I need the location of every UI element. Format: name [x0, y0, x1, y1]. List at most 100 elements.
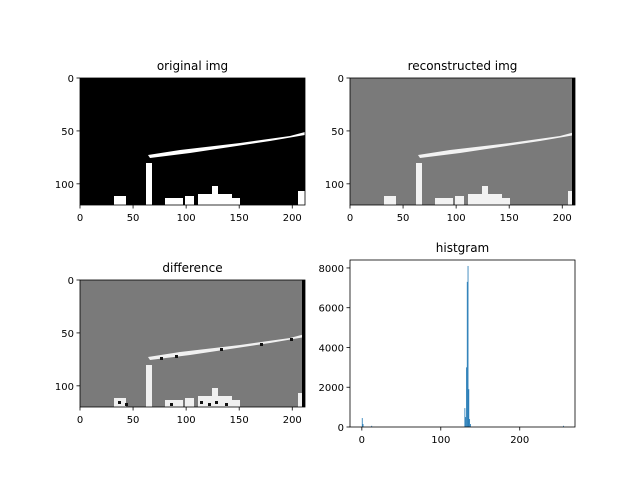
y-tick-label: 0 — [338, 423, 344, 434]
residual-speck — [118, 401, 121, 404]
x-tick-label: 200 — [283, 213, 302, 224]
y-tick-label: 4000 — [319, 343, 344, 354]
axes-frame — [79, 279, 306, 408]
panel-difference: difference 0 50 100 150 200 0 50 100 — [55, 261, 306, 426]
y-tick-label: 8000 — [319, 264, 344, 275]
ground-feature — [482, 186, 488, 205]
residual-speck — [175, 355, 178, 358]
ground-feature — [185, 196, 194, 205]
axes-frame — [349, 77, 576, 206]
x-tick-label: 50 — [127, 213, 140, 224]
hist-bar — [465, 417, 467, 427]
panel-title: histgram — [436, 241, 490, 255]
panel-title: difference — [162, 261, 222, 275]
y-tick-label: 6000 — [319, 304, 344, 315]
hist-bar — [362, 424, 364, 427]
ground-feature — [298, 191, 305, 205]
ground-feature — [114, 196, 126, 205]
edge-strip — [572, 78, 575, 205]
ground-feature — [435, 198, 453, 205]
hist-bar — [371, 425, 373, 427]
hist-bar — [469, 419, 471, 427]
x-tick-label: 100 — [431, 435, 450, 446]
x-tick-label: 100 — [177, 415, 196, 426]
ground-feature — [220, 194, 232, 205]
ground-feature — [490, 194, 502, 205]
ground-feature — [165, 198, 183, 205]
x-tick-label: 150 — [230, 213, 249, 224]
x-tick-label: 50 — [397, 213, 410, 224]
post-feature — [146, 365, 152, 407]
x-tick-label: 50 — [127, 415, 140, 426]
ground-feature — [568, 191, 575, 205]
x-tick-label: 100 — [447, 213, 466, 224]
y-tick-label: 100 — [325, 180, 344, 191]
ground-feature — [232, 400, 240, 407]
axes-frame — [79, 77, 306, 206]
ground-feature — [198, 396, 220, 407]
residual-speck — [220, 348, 223, 351]
x-tick-label: 150 — [500, 213, 519, 224]
x-tick-label: 200 — [553, 213, 572, 224]
ground-feature — [198, 194, 220, 205]
residual-speck — [215, 401, 218, 404]
image-background — [80, 280, 305, 407]
ground-feature — [212, 186, 218, 205]
x-tick-label: 200 — [510, 435, 529, 446]
ground-feature — [502, 198, 510, 205]
hist-bar — [468, 389, 470, 427]
x-tick-label: 200 — [283, 415, 302, 426]
edge-strip — [302, 280, 305, 407]
panel-reconstructed-img: reconstructed img 0 50 100 150 200 0 50 100 — [325, 59, 576, 224]
residual-speck — [170, 403, 173, 406]
image-background — [350, 78, 575, 205]
ground-feature — [468, 194, 490, 205]
axes-frame — [349, 259, 576, 428]
hist-bar — [470, 424, 471, 427]
residual-speck — [225, 403, 228, 406]
ground-feature — [165, 400, 183, 407]
residual-speck — [208, 403, 211, 406]
x-tick-label: 0 — [347, 213, 353, 224]
ground-feature — [455, 196, 464, 205]
y-tick-label: 100 — [55, 180, 74, 191]
residual-speck — [125, 403, 128, 406]
ground-feature — [232, 198, 240, 205]
x-tick-label: 0 — [77, 213, 83, 224]
residual-speck — [260, 343, 263, 346]
ground-feature — [220, 396, 232, 407]
image-content — [80, 280, 305, 407]
y-tick-label: 0 — [338, 74, 344, 85]
hist-bar — [563, 425, 564, 427]
panel-original-img: original img 0 50 100 150 200 0 50 100 — [55, 59, 306, 224]
post-feature — [146, 163, 152, 205]
ground-feature — [384, 196, 396, 205]
x-tick-label: 0 — [359, 435, 365, 446]
y-tick-label: 100 — [55, 382, 74, 393]
y-tick-label: 50 — [61, 127, 74, 138]
ground-feature — [212, 388, 218, 407]
residual-speck — [200, 401, 203, 404]
x-tick-label: 0 — [77, 415, 83, 426]
y-tick-label: 50 — [61, 329, 74, 340]
panel-title: reconstructed img — [408, 59, 518, 73]
x-tick-label: 100 — [177, 213, 196, 224]
streak-feature — [148, 132, 305, 158]
ground-feature — [298, 393, 305, 407]
y-tick-label: 0 — [68, 74, 74, 85]
hist-bar — [466, 281, 468, 427]
ground-feature — [185, 398, 194, 407]
image-background — [80, 78, 305, 205]
image-content — [350, 78, 575, 205]
x-tick-label: 150 — [230, 415, 249, 426]
streak-feature — [418, 132, 575, 158]
y-tick-label: 0 — [68, 276, 74, 287]
image-content — [80, 78, 305, 205]
post-feature — [416, 163, 422, 205]
residual-speck — [290, 338, 293, 341]
hist-bar — [464, 408, 466, 427]
residual-speck — [160, 357, 163, 360]
streak-feature — [148, 334, 305, 360]
